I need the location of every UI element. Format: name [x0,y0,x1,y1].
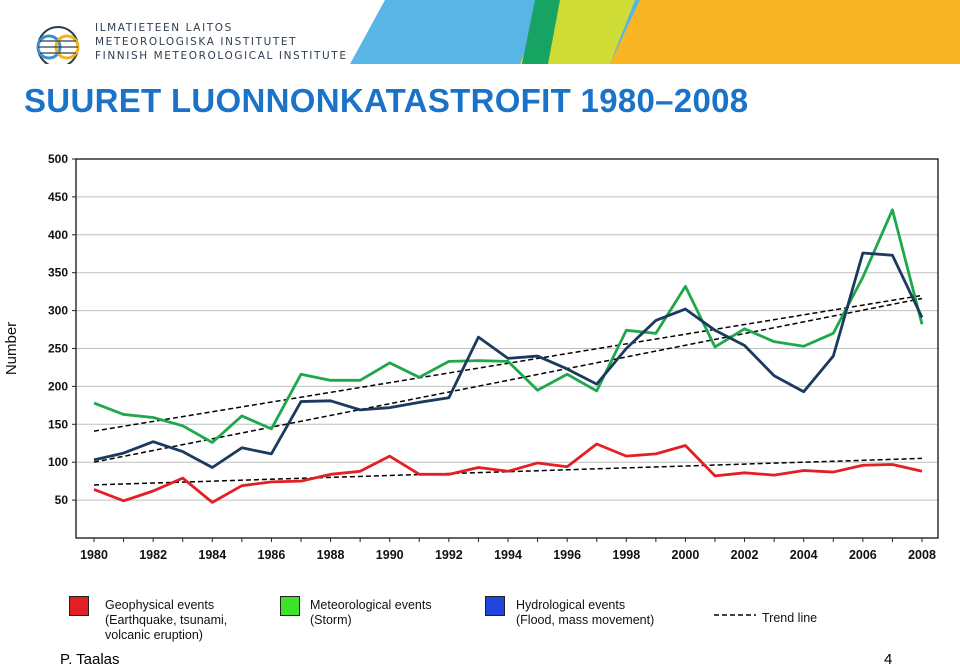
slide-title: SUURET LUONNONKATASTROFIT 1980–2008 [24,82,749,119]
legend-hydrological: Hydrological events (Flood, mass movemen… [516,598,654,628]
x-tick-label: 1994 [494,548,522,562]
legend-meteorological: Meteorological events (Storm) [310,598,432,628]
legend-geophysical-line2: (Earthquake, tsunami, [105,613,228,627]
x-tick-label: 2000 [672,548,700,562]
banner-green-band [522,0,560,64]
y-tick-label: 250 [48,342,68,356]
legend-geophysical: Geophysical events (Earthquake, tsunami,… [105,598,227,643]
x-tick-label: 1982 [139,548,167,562]
fmi-logo-icon [36,26,80,64]
legend-geophysical-line1: Geophysical events [105,598,215,612]
logo-text-line-1: ILMATIETEEN LAITOS [95,22,233,34]
trend-line-3 [93,457,923,486]
series-line-hydrological-events [93,251,924,469]
legend-trend-line-sample [714,614,756,616]
x-tick-label: 1980 [80,548,108,562]
legend-hydrological-line2: (Flood, mass movement) [516,613,655,627]
y-tick-label: 200 [48,379,68,393]
x-tick-label: 1996 [553,548,581,562]
x-tick-label: 1990 [376,548,404,562]
disaster-line-chart: 50 100 150 200 250 300 350 400 450 500 1980 1982 198… [3,152,939,562]
y-tick-label: 300 [48,304,68,318]
legend-meteorological-line1: Meteorological events [310,598,432,612]
legend-swatch-hydrological [485,596,505,616]
y-tick-label: 150 [48,417,68,431]
logo-text-line-2: METEOROLOGISKA INSTITUTET [95,36,298,48]
header-banner [36,0,960,64]
x-tick-label: 2004 [790,548,818,562]
trend-line-2 [93,297,923,463]
x-tick-label: 1998 [612,548,640,562]
x-tick-label: 1992 [435,548,463,562]
x-tick-label: 2002 [731,548,759,562]
legend-swatch-meteorological [280,596,300,616]
x-tick-label: 1986 [258,548,286,562]
y-axis-label: Number [3,322,20,375]
legend-swatch-geophysical [69,596,89,616]
x-tick-label: 2006 [849,548,877,562]
y-tick-label: 350 [48,266,68,280]
x-tick-label: 1988 [317,548,345,562]
y-tick-label: 500 [48,152,68,166]
series-line-geophysical-events [93,442,923,504]
logo-text-line-3: FINNISH METEOROLOGICAL INSTITUTE [95,50,348,62]
x-tick-label: 2008 [908,548,936,562]
legend-hydrological-line1: Hydrological events [516,598,626,612]
legend-geophysical-line3: volcanic eruption) [105,628,203,642]
y-tick-label: 450 [48,190,68,204]
series-line-meteorological-events [93,208,924,444]
author-name: P. Taalas [60,651,120,668]
y-tick-label: 100 [48,455,68,469]
x-tick-label: 1984 [198,548,226,562]
legend-meteorological-line2: (Storm) [310,613,352,627]
y-tick-label: 50 [55,493,69,507]
y-tick-label: 400 [48,228,68,242]
page-number: 4 [884,651,893,668]
banner-yellow-band [610,0,960,64]
legend-trend-label: Trend line [762,611,818,625]
